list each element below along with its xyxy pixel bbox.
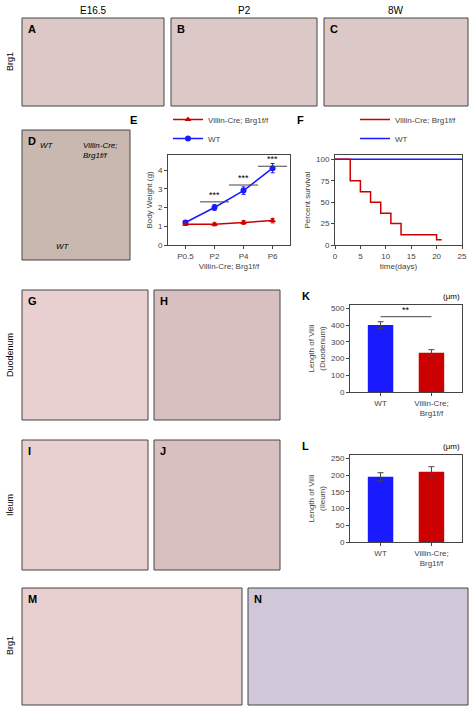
svg-text:50: 50	[335, 521, 344, 530]
svg-text:WT: WT	[40, 141, 54, 150]
svg-text:C: C	[330, 23, 338, 35]
svg-text:WT: WT	[208, 135, 221, 144]
svg-text:WT: WT	[374, 399, 387, 408]
svg-text:1: 1	[158, 222, 163, 231]
svg-text:0: 0	[340, 538, 345, 547]
svg-text:2: 2	[158, 203, 163, 212]
svg-text:Villin-Cre;Brg1f/f: Villin-Cre;Brg1f/f	[414, 399, 449, 418]
svg-text:H: H	[160, 295, 168, 307]
svg-text:P6: P6	[268, 252, 278, 261]
svg-text:Length of Villi(Ileum): Length of Villi(Ileum)	[307, 474, 326, 522]
svg-text:20: 20	[432, 252, 441, 261]
svg-text:***: ***	[267, 154, 278, 164]
svg-text:P2: P2	[238, 5, 251, 16]
svg-text:D: D	[28, 135, 36, 147]
svg-text:200: 200	[331, 354, 345, 363]
svg-text:0: 0	[158, 241, 163, 250]
svg-text:400: 400	[331, 321, 345, 330]
svg-text:75: 75	[320, 177, 329, 186]
svg-text:time(days): time(days)	[380, 262, 418, 271]
svg-text:4: 4	[158, 166, 163, 175]
svg-text:Villin-Cre;Brg1f/f: Villin-Cre;Brg1f/f	[83, 141, 118, 160]
svg-text:0: 0	[340, 388, 345, 397]
svg-text:WT: WT	[374, 549, 387, 558]
svg-text:25: 25	[320, 219, 329, 228]
svg-text:Brg1: Brg1	[5, 636, 15, 655]
svg-text:WT: WT	[56, 242, 70, 251]
svg-text:15: 15	[407, 252, 416, 261]
svg-text:250: 250	[331, 454, 345, 463]
svg-text:G: G	[28, 295, 37, 307]
svg-text:F: F	[297, 114, 304, 126]
svg-text:B: B	[177, 23, 185, 35]
svg-text:500: 500	[331, 304, 345, 313]
svg-text:3: 3	[158, 185, 163, 194]
svg-text:25: 25	[458, 252, 467, 261]
svg-text:Length of Villi(Duodenum): Length of Villi(Duodenum)	[307, 324, 326, 372]
svg-text:P2: P2	[210, 252, 220, 261]
svg-text:100: 100	[331, 504, 345, 513]
svg-text:P0.5: P0.5	[177, 252, 194, 261]
svg-text:Percent survival: Percent survival	[303, 171, 312, 228]
svg-text:N: N	[254, 593, 262, 605]
svg-text:Body Weight (g): Body Weight (g)	[145, 171, 154, 229]
svg-text:Villin-Cre; Brg1f/f: Villin-Cre; Brg1f/f	[208, 116, 269, 125]
svg-text:A: A	[28, 23, 36, 35]
svg-text:150: 150	[331, 488, 345, 497]
svg-text:WT: WT	[395, 135, 408, 144]
svg-text:K: K	[302, 290, 310, 302]
svg-text:**: **	[402, 305, 410, 315]
svg-text:Ileum: Ileum	[5, 494, 15, 516]
svg-text:(μm): (μm)	[443, 292, 460, 301]
svg-text:***: ***	[238, 173, 249, 183]
svg-text:P4: P4	[239, 252, 249, 261]
svg-text:300: 300	[331, 338, 345, 347]
svg-text:J: J	[160, 445, 166, 457]
svg-text:Brg1: Brg1	[5, 52, 15, 71]
svg-text:0: 0	[333, 252, 338, 261]
svg-text:8W: 8W	[388, 5, 404, 16]
svg-text:5: 5	[358, 252, 363, 261]
svg-text:Villin-Cre; Brg1f/f: Villin-Cre; Brg1f/f	[199, 262, 260, 271]
svg-text:100: 100	[331, 371, 345, 380]
svg-text:50: 50	[320, 198, 329, 207]
svg-text:Villin-Cre; Brg1f/f: Villin-Cre; Brg1f/f	[395, 116, 456, 125]
svg-text:***: ***	[209, 190, 220, 200]
svg-text:I: I	[28, 445, 31, 457]
svg-text:L: L	[302, 440, 309, 452]
svg-text:E16.5: E16.5	[80, 5, 107, 16]
svg-text:0: 0	[325, 241, 330, 250]
svg-text:Duodenum: Duodenum	[5, 333, 15, 377]
svg-text:Villin-Cre;Brg1f/f: Villin-Cre;Brg1f/f	[414, 549, 449, 568]
svg-text:100: 100	[316, 155, 330, 164]
svg-text:200: 200	[331, 471, 345, 480]
svg-text:E: E	[130, 114, 137, 126]
svg-text:(μm): (μm)	[443, 442, 460, 451]
svg-text:10: 10	[381, 252, 390, 261]
svg-text:M: M	[28, 593, 37, 605]
